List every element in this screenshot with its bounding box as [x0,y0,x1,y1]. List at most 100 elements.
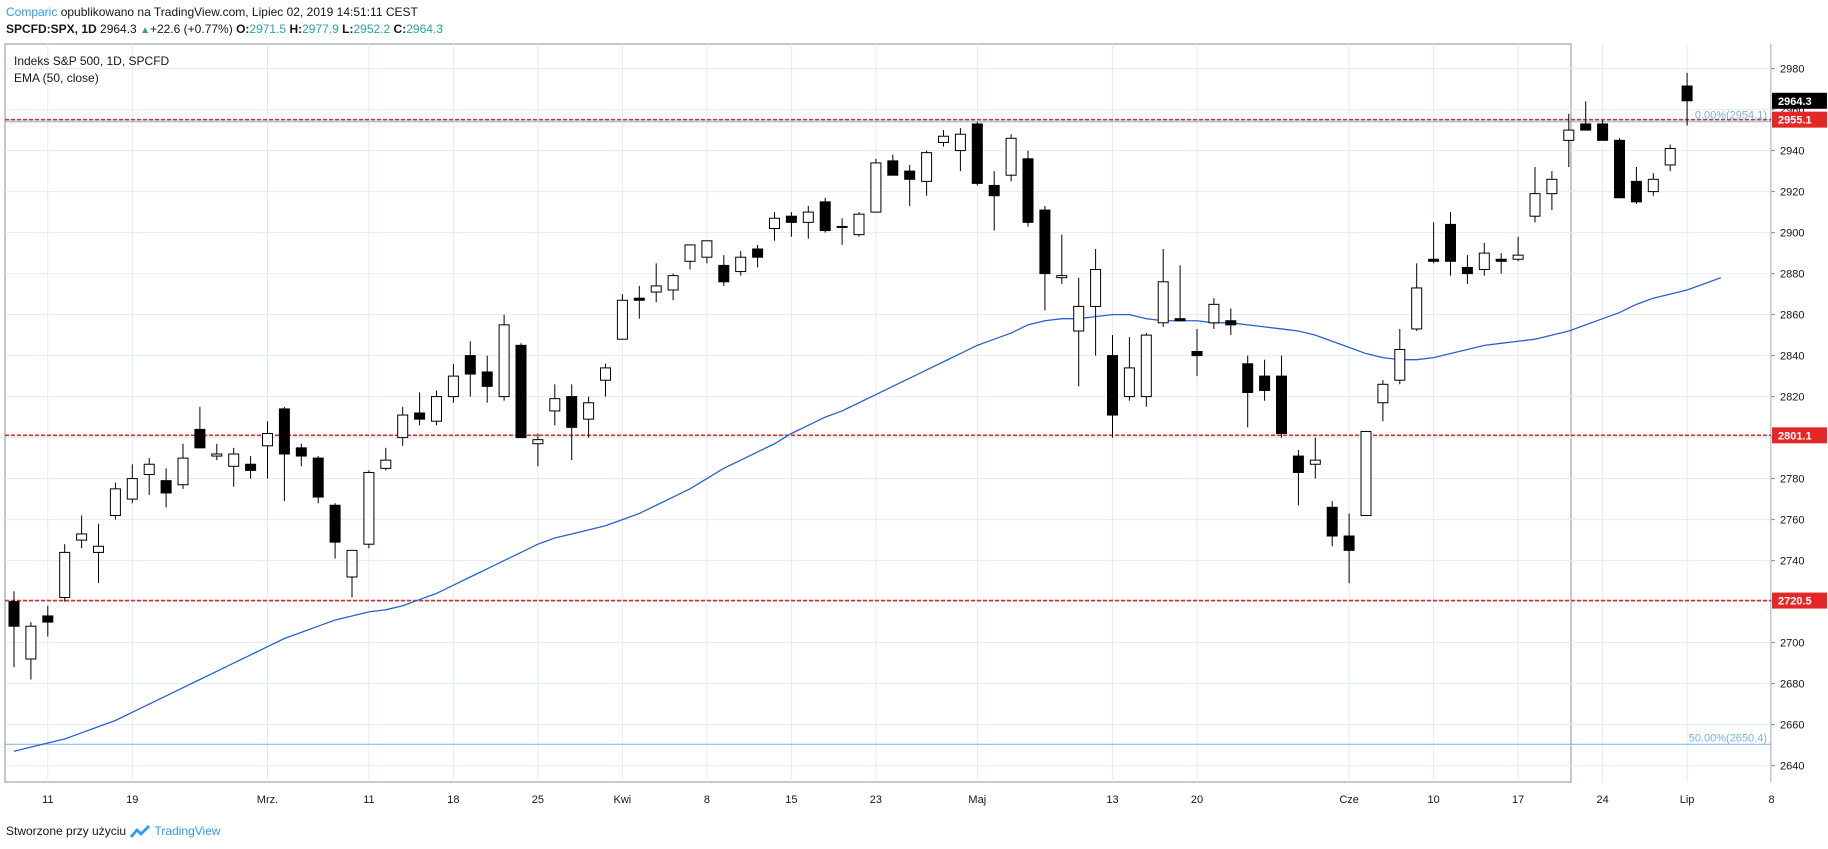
candle [295,443,307,467]
candle [870,158,882,213]
candle-body [752,248,764,258]
candle-body [785,215,797,223]
candle-body [1630,180,1642,203]
price-axis-label: 2880 [1780,269,1804,281]
candle-body [938,135,949,143]
footer-brand-link[interactable]: TradingView [154,824,221,838]
candle [1512,236,1524,262]
candle-body [1681,85,1693,102]
candle-body [1597,123,1609,141]
candle-body [887,160,899,176]
candle-body [143,463,155,475]
candle [363,470,375,549]
candle-body [769,217,780,229]
candle [819,197,831,233]
candle [380,447,392,471]
candle [735,251,747,276]
price-axis-label: 2980 [1780,64,1804,76]
candle [1276,355,1287,438]
candle [431,390,442,426]
candle-body [295,447,307,457]
ema-layer [13,277,1722,752]
candle [971,121,983,186]
open-value: 2971.5 [249,22,287,36]
low-label: L: [342,22,354,36]
candle-body [363,471,375,545]
candle [1123,337,1135,401]
candle [650,263,662,303]
publish-text: opublikowano na TradingView.com, Lipiec … [60,5,418,19]
candle [1360,430,1372,517]
price-axis-label: 2780 [1780,474,1804,486]
high-label: H: [289,22,303,36]
candle [1225,308,1237,336]
price-axis[interactable]: 2640266026802700272027402760278028002820… [1771,64,1804,773]
candle-body [1445,223,1456,262]
candle-body [1377,383,1389,404]
price-axis-label: 2860 [1780,310,1804,322]
candle-body [1191,351,1203,357]
candle-body [1157,281,1169,324]
candle-body [836,225,848,228]
candle [633,285,645,319]
candle [1174,265,1186,322]
candle-body [1056,275,1068,279]
price-axis-label: 2700 [1780,638,1804,650]
candle-body [1664,148,1676,166]
candle [515,343,527,439]
candle-body [633,297,645,301]
candle [954,128,966,172]
candle [853,212,865,237]
price-axis-label: 2940 [1780,146,1804,158]
candle [464,341,476,397]
hline-price-tag-bg [1772,427,1827,444]
candle-body [397,414,409,439]
candle [769,212,780,241]
candle-body [650,285,662,293]
candle-body [1546,178,1558,195]
candle [346,549,358,598]
candle-body [1495,258,1507,262]
candle-body [1090,269,1102,307]
candle [397,406,409,446]
candle-body [312,457,324,498]
candle-body [1005,137,1017,176]
time-axis[interactable]: 11 19 Mrz. 11 18 25 Kwi 8 15 23 Maj 13 20 Cze 10 17 24 Li… [42,794,1775,806]
candle-body [329,504,341,543]
candle-body [532,439,544,445]
last-price-tag-bg [1772,92,1827,109]
candle [1647,173,1659,196]
candle-body [1343,535,1355,551]
candle [42,605,54,637]
last-price-tag: 2964.3 [1778,96,1812,108]
footer-created-text: Stworzone przy użyciu [6,824,127,838]
candle-body [1022,158,1034,223]
candle [1461,255,1473,284]
candle-body [498,324,510,398]
candle [329,503,341,559]
price-axis-label: 2920 [1780,187,1804,199]
candle [1140,333,1152,407]
author-name[interactable]: Comparic [6,5,58,19]
candle-body [431,396,442,422]
candle [566,384,578,461]
candle-body [109,488,121,517]
candle-body [228,453,240,467]
candle-body [1174,318,1186,322]
hline-price-tag: 2720.5 [1778,596,1812,608]
candle [718,255,730,286]
candle-body [1140,334,1152,398]
candle [1090,249,1102,356]
candle [59,544,71,602]
candle-body [262,433,273,447]
candle-body [988,184,1000,197]
close-value: 2964.3 [406,22,443,36]
candle-body [1512,254,1524,260]
candle-body [701,240,713,258]
candle [211,443,223,461]
candle [1309,437,1321,479]
open-label: O: [236,22,250,36]
time-axis-label: Maj [968,794,986,806]
price-change: +22.6 (+0.77%) [149,22,233,36]
